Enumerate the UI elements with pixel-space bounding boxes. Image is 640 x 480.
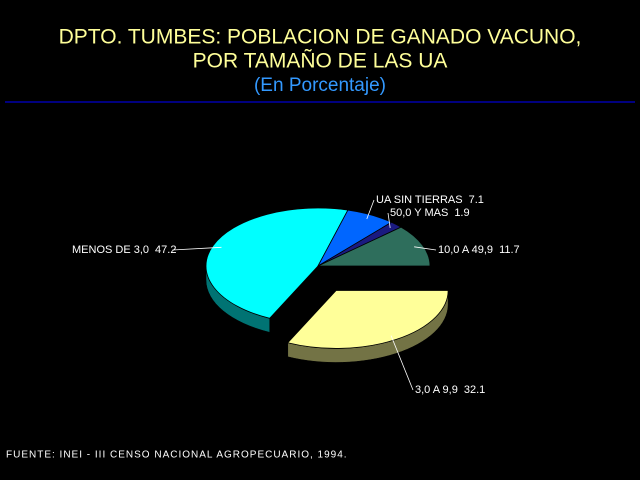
slice-name: MENOS DE 3,0	[72, 244, 149, 256]
slice-name: UA SIN TIERRAS	[376, 194, 463, 206]
pie-slice	[317, 226, 431, 267]
leader-line	[414, 246, 437, 251]
slice-name: 10,0 A 49,9	[438, 244, 493, 256]
chart-title: POR TAMAÑO DE LAS UA	[193, 49, 448, 73]
slice-name: 50,0 Y MAS	[390, 207, 448, 219]
slice-value: 7.1	[469, 194, 484, 206]
slice-value: 32.1	[464, 384, 485, 396]
leader-line	[172, 246, 222, 251]
leader-line	[390, 335, 414, 391]
chart-subtitle: (En Porcentaje)	[254, 75, 386, 96]
slice-name: 3,0 A 9,9	[415, 384, 458, 396]
leader-line	[366, 199, 375, 220]
slice-value: 47.2	[155, 244, 176, 256]
source-note: FUENTE: INEI - III CENSO NACIONAL AGROPE…	[6, 450, 348, 461]
pie-slice	[287, 290, 449, 349]
slice-value: 1.9	[454, 207, 469, 219]
leader-line	[387, 212, 391, 228]
slice-label: MENOS DE 3,0 47.2	[72, 244, 176, 256]
slice-label: 3,0 A 9,9 32.1	[415, 384, 485, 396]
slice-label: 50,0 Y MAS 1.9	[390, 207, 470, 219]
pie-slice	[205, 207, 349, 319]
slice-label: 10,0 A 49,9 11.7	[438, 244, 520, 256]
chart-title: DPTO. TUMBES: POBLACION DE GANADO VACUNO…	[59, 26, 582, 49]
slice-label: UA SIN TIERRAS 7.1	[376, 194, 484, 206]
slice-value: 11.7	[499, 244, 520, 256]
